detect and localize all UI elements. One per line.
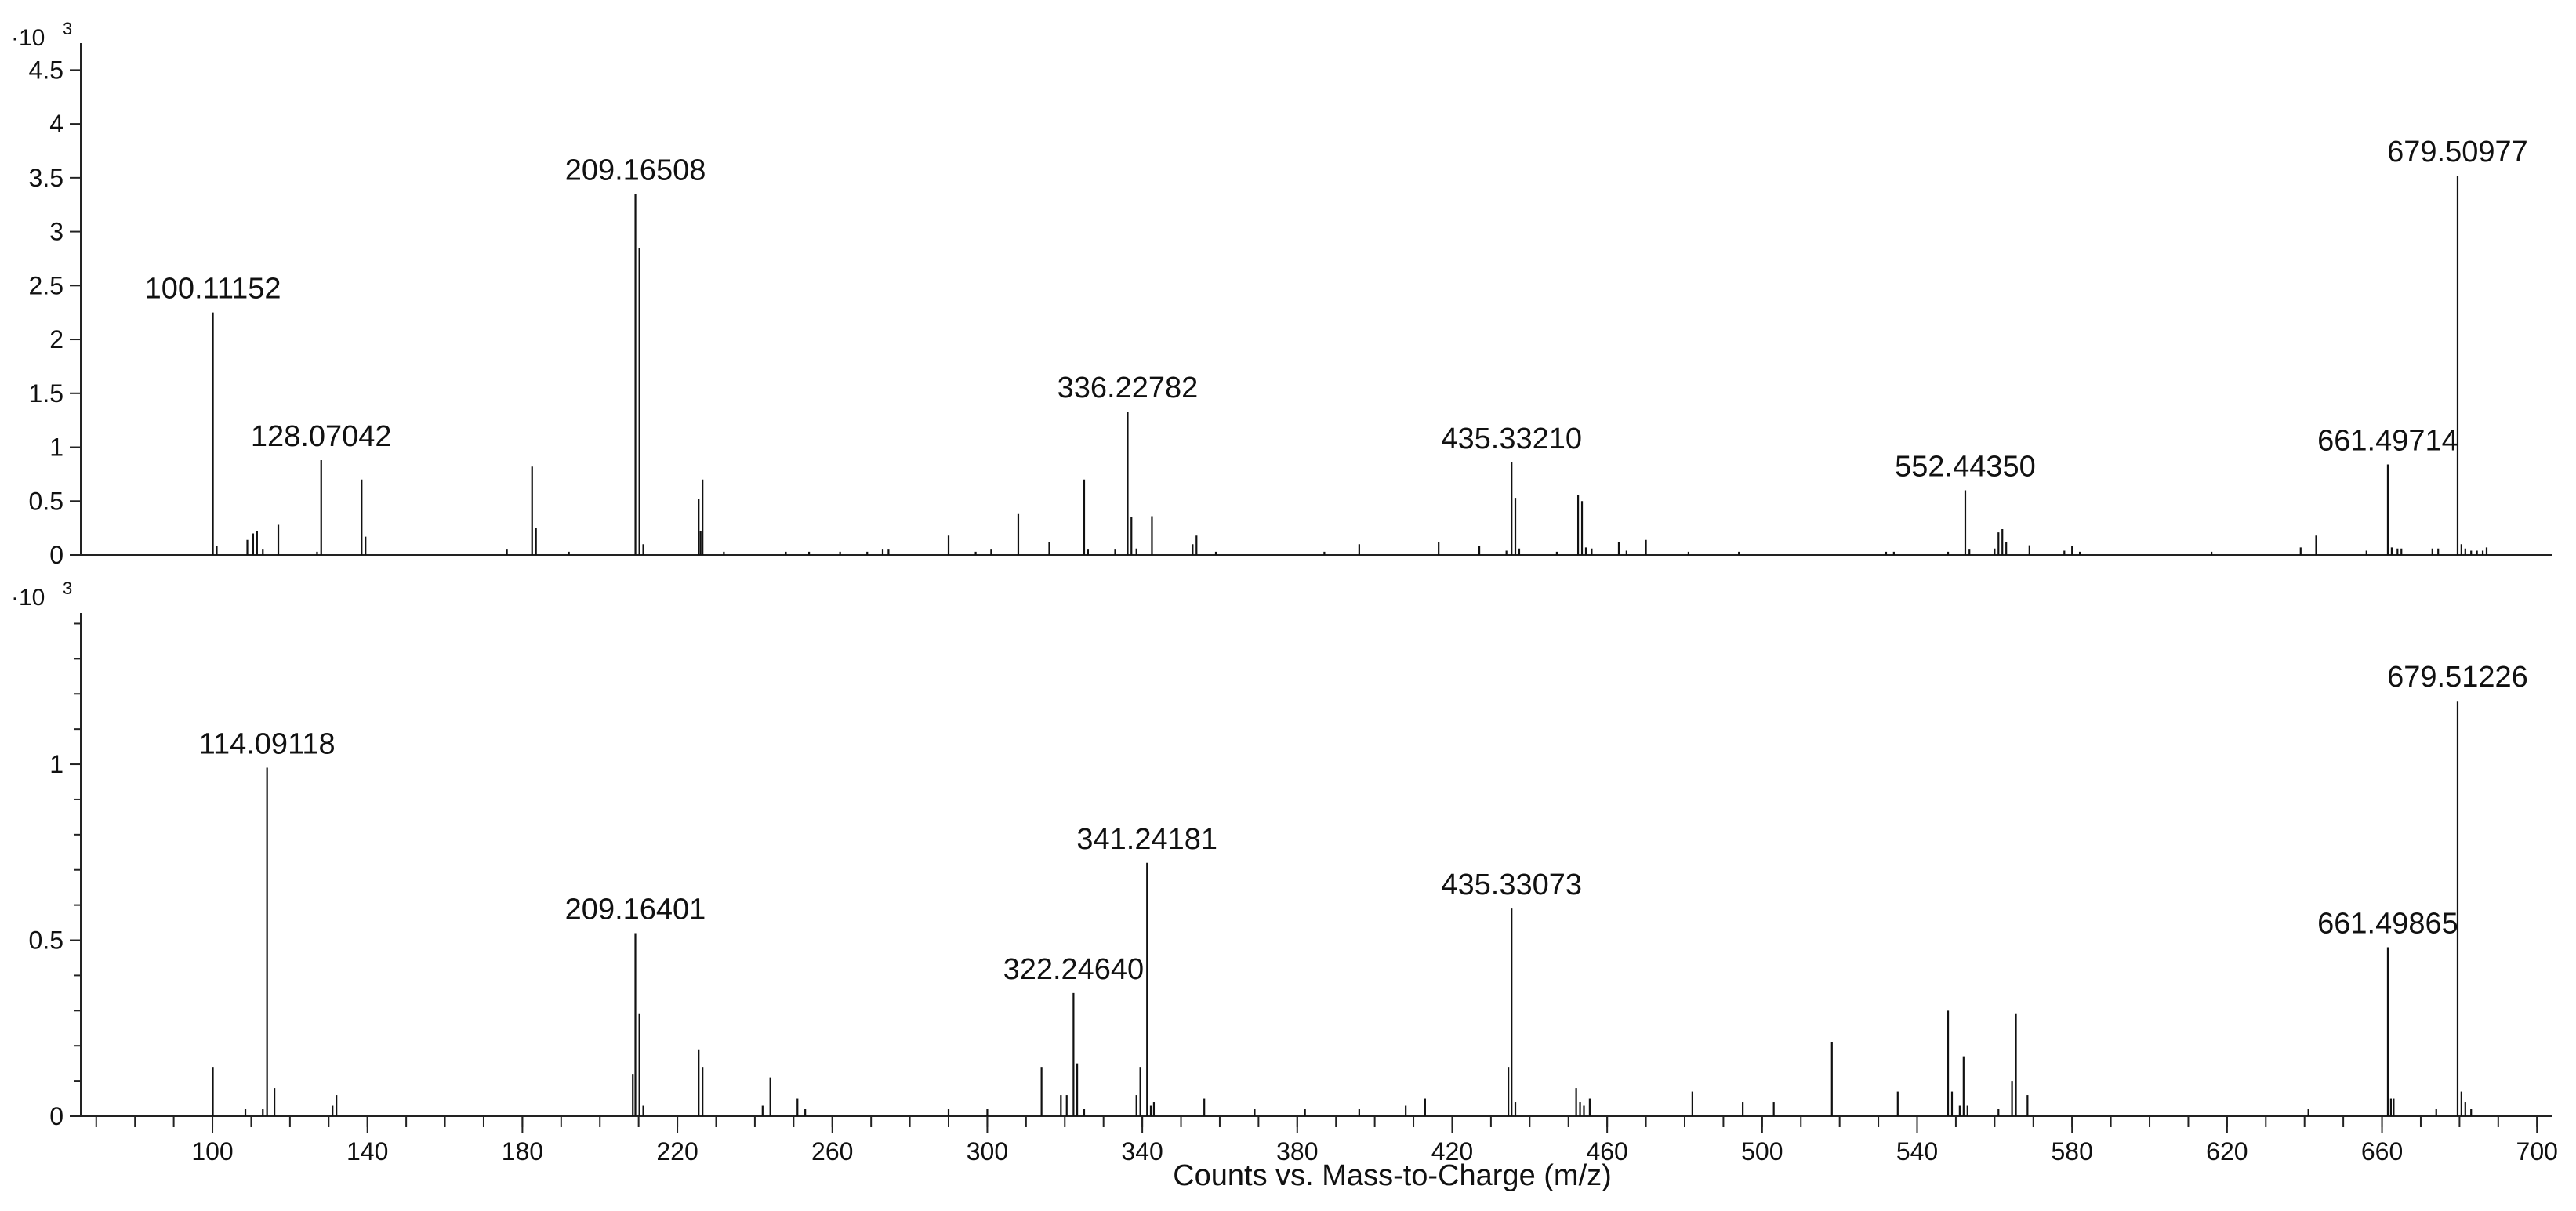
y-tick-label: 3.5 xyxy=(29,164,63,192)
peak-label: 679.51226 xyxy=(2387,661,2528,694)
x-axis-title: Counts vs. Mass-to-Charge (m/z) xyxy=(1173,1159,1612,1192)
x-tick-label: 180 xyxy=(502,1137,543,1166)
x-tick-label: 700 xyxy=(2516,1137,2558,1166)
x-tick-label: 100 xyxy=(191,1137,233,1166)
peak-label: 661.49714 xyxy=(2317,425,2458,458)
peak-label: 661.49865 xyxy=(2317,908,2458,941)
y-tick-label: 1 xyxy=(49,433,63,462)
y-tick-label: 1 xyxy=(49,750,63,778)
x-tick-label: 620 xyxy=(2206,1137,2248,1166)
y-tick-label: 3 xyxy=(49,218,63,246)
x-tick-label: 260 xyxy=(811,1137,853,1166)
x-tick-label: 500 xyxy=(1741,1137,1783,1166)
peak-label: 322.24640 xyxy=(1003,953,1145,986)
peak-label: 435.33073 xyxy=(1441,868,1582,901)
peak-label: 435.33210 xyxy=(1441,422,1582,455)
y-tick-label: 0 xyxy=(49,1102,63,1130)
bottom-y-scale-exponent: 3 xyxy=(63,578,72,598)
x-tick-label: 660 xyxy=(2361,1137,2403,1166)
y-tick-label: 2.5 xyxy=(29,271,63,299)
peak-label: 341.24181 xyxy=(1076,823,1217,856)
bottom-y-scale-label: ·10 xyxy=(11,585,45,611)
x-tick-label: 380 xyxy=(1276,1137,1318,1166)
top-spectrum-panel: ·10 3 0 0.5 1 1.5 2 2.5 3 3.5 4 4.5 100.11152 128.0… xyxy=(11,19,2552,569)
x-tick-label: 420 xyxy=(1431,1137,1473,1166)
y-tick-label: 2 xyxy=(49,325,63,354)
peak-label: 679.50977 xyxy=(2387,136,2528,169)
peak-label: 209.16508 xyxy=(565,154,706,187)
top-y-scale-label: ·10 xyxy=(11,25,45,51)
y-tick-label: 0.5 xyxy=(29,487,63,515)
y-tick-label: 4 xyxy=(49,110,63,138)
x-axis: 100 140 180 220 260 300 340 380 420 460 500 540 580 6… xyxy=(95,1116,2558,1166)
x-tick-label: 460 xyxy=(1586,1137,1627,1166)
peak-label: 114.09118 xyxy=(199,728,336,761)
bottom-spectrum-panel: ·10 3 0 0.5 1 114.09118 209.16401 322.24640 34… xyxy=(11,578,2552,1130)
x-tick-label: 580 xyxy=(2051,1137,2092,1166)
y-tick-label: 0 xyxy=(49,541,63,569)
x-tick-label: 340 xyxy=(1121,1137,1163,1166)
peak-label: 100.11152 xyxy=(145,273,281,306)
peak-label: 552.44350 xyxy=(1895,451,2036,484)
y-tick-label: 1.5 xyxy=(29,379,63,408)
y-tick-label: 4.5 xyxy=(29,56,63,84)
x-tick-label: 220 xyxy=(656,1137,698,1166)
peak-label: 128.07042 xyxy=(251,420,392,453)
y-tick-label: 0.5 xyxy=(29,926,63,955)
x-tick-label: 300 xyxy=(967,1137,1008,1166)
peak-label: 336.22782 xyxy=(1058,372,1199,404)
x-tick-label: 540 xyxy=(1896,1137,1938,1166)
x-tick-label: 140 xyxy=(346,1137,388,1166)
top-y-scale-exponent: 3 xyxy=(63,19,72,38)
peak-label: 209.16401 xyxy=(565,894,706,926)
